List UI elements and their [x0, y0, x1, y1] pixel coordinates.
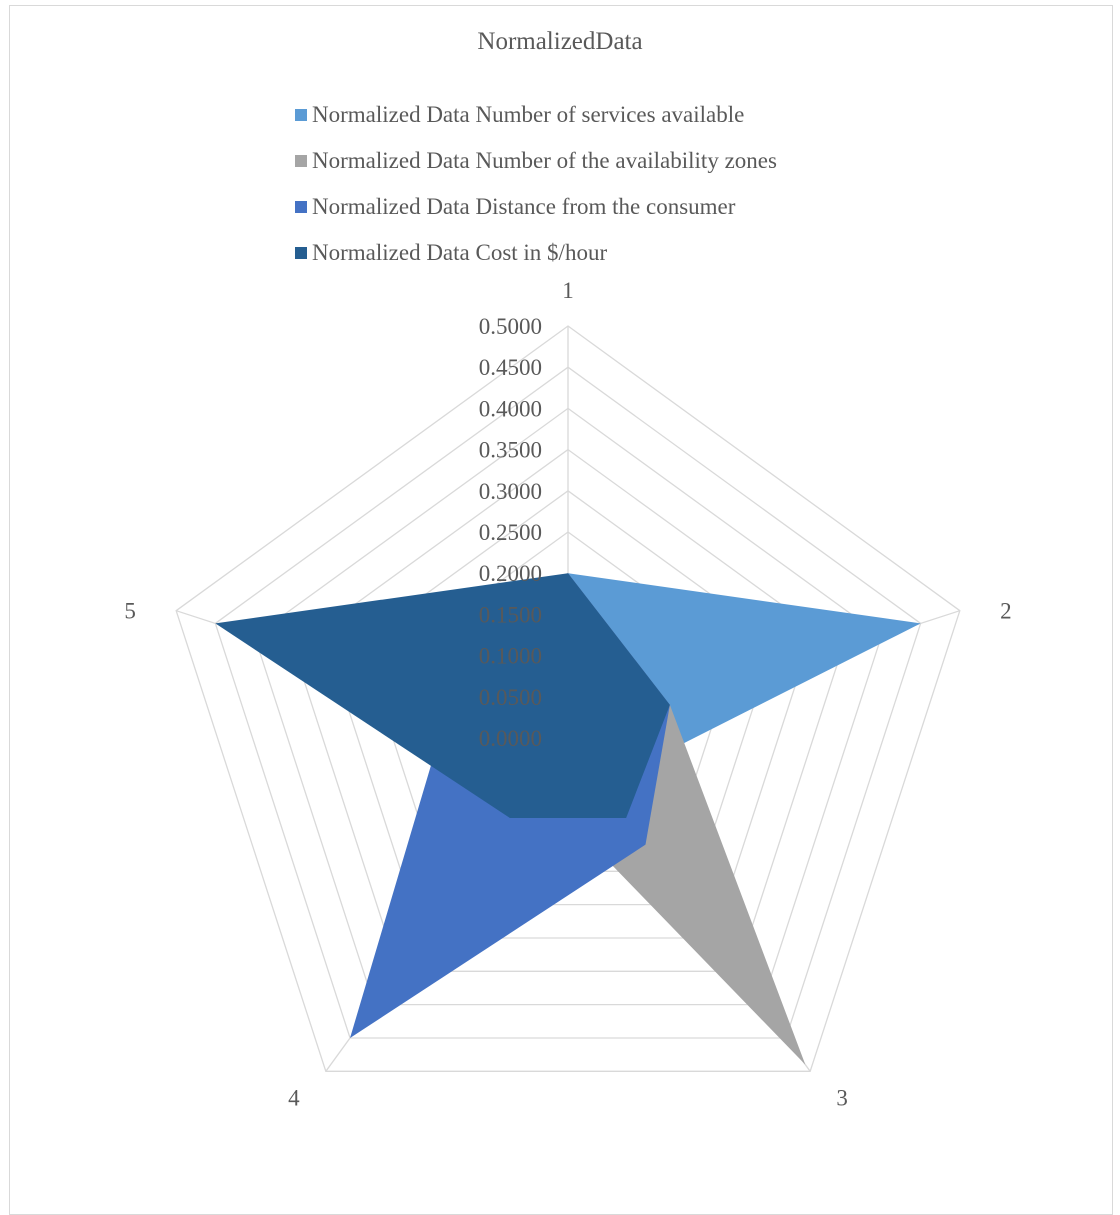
grid-ring: [253, 407, 883, 1006]
legend-swatch: [295, 247, 307, 259]
tick-label: 0.1500: [479, 602, 542, 627]
tick-label: 0.4000: [479, 396, 542, 421]
category-label: 1: [562, 278, 574, 303]
legend-label: Normalized Data Cost in $/hour: [312, 240, 608, 265]
legend-item: Normalized Data Distance from the consum…: [295, 184, 777, 230]
tick-label: 0.4500: [479, 355, 542, 380]
tick-label: 0.0000: [479, 726, 542, 751]
radar-tick-labels: 0.0000 0.0500 0.1000 0.1500 0.2000 0.2500 0.30…: [479, 314, 542, 751]
legend-label: Normalized Data Number of services avail…: [312, 102, 745, 127]
tick-label: 0.0500: [479, 685, 542, 710]
grid-ring: [214, 366, 922, 1039]
chart-title: NormalizedData: [477, 28, 643, 55]
category-label: 5: [124, 599, 136, 624]
tick-label: 0.2000: [479, 561, 542, 586]
radar-series: [215, 573, 921, 1065]
legend-label: Normalized Data Number of the availabili…: [312, 148, 777, 173]
legend-item: Normalized Data Number of the availabili…: [295, 138, 777, 184]
category-label: 2: [1000, 599, 1012, 624]
legend-item: Normalized Data Number of services avail…: [295, 92, 777, 138]
series-area: [215, 573, 670, 818]
legend-label: Normalized Data Distance from the consum…: [312, 194, 736, 219]
tick-label: 0.3000: [479, 479, 542, 504]
tick-label: 0.2500: [479, 520, 542, 545]
category-label: 3: [836, 1085, 848, 1110]
chart-legend: Normalized Data Number of services avail…: [295, 92, 777, 276]
tick-label: 0.3500: [479, 438, 542, 463]
category-label: 4: [288, 1085, 300, 1110]
radar-category-labels: 1 2 3 4 5: [124, 278, 1011, 1110]
legend-swatch: [295, 201, 307, 213]
tick-label: 0.5000: [479, 314, 542, 339]
legend-item: Normalized Data Cost in $/hour: [295, 230, 777, 276]
legend-swatch: [295, 109, 307, 121]
tick-label: 0.1000: [479, 644, 542, 669]
grid-ring: [175, 325, 961, 1072]
legend-swatch: [295, 155, 307, 167]
